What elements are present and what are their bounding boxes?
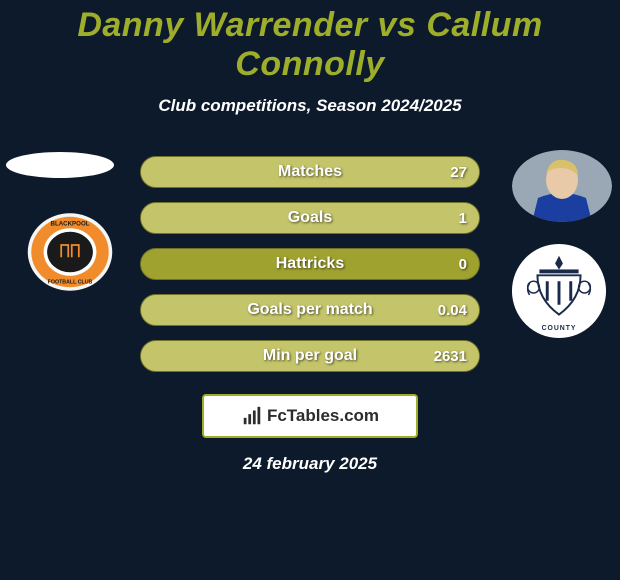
bar-right-value: 2631 (434, 348, 467, 365)
fctables-logo: FcTables.com (202, 394, 418, 438)
svg-text:FOOTBALL CLUB: FOOTBALL CLUB (48, 280, 93, 286)
bar-right-value: 27 (450, 164, 467, 181)
svg-text:BLACKPOOL: BLACKPOOL (51, 221, 90, 228)
bar-label: Matches (141, 163, 479, 181)
club-left-badge: BLACKPOOL FOOTBALL CLUB (20, 208, 120, 296)
player-left-avatar (6, 152, 114, 178)
comparison-infographic: Danny Warrender vs Callum Connolly Club … (0, 0, 620, 580)
bar-label: Min per goal (141, 347, 479, 365)
stat-bar-row: Hattricks0 (140, 248, 480, 280)
bar-label: Goals per match (141, 301, 479, 319)
bar-right-value: 0.04 (438, 302, 467, 319)
bar-right-value: 0 (459, 256, 467, 273)
page-title: Danny Warrender vs Callum Connolly (0, 0, 620, 84)
logo-text: Tables.com (287, 406, 379, 425)
player-right-avatar (512, 150, 612, 222)
stat-bars: Matches27 Goals1 Hattricks0 Goals per match… (140, 156, 480, 386)
chart-icon (241, 405, 263, 427)
subtitle: Club competitions, Season 2024/2025 (0, 96, 620, 116)
stat-bar-row: Min per goal2631 (140, 340, 480, 372)
date-label: 24 february 2025 (0, 454, 620, 474)
stat-bar-row: Goals1 (140, 202, 480, 234)
svg-text:COUNTY: COUNTY (542, 325, 577, 332)
bar-label: Hattricks (141, 255, 479, 273)
stat-bar-row: Goals per match0.04 (140, 294, 480, 326)
chart-area: BLACKPOOL FOOTBALL CLUB COUNTY Matches27… (0, 150, 620, 380)
logo-text-bold: Fc (267, 406, 287, 425)
bar-right-value: 1 (459, 210, 467, 227)
club-right-badge: COUNTY (508, 242, 610, 340)
bar-label: Goals (141, 209, 479, 227)
stat-bar-row: Matches27 (140, 156, 480, 188)
